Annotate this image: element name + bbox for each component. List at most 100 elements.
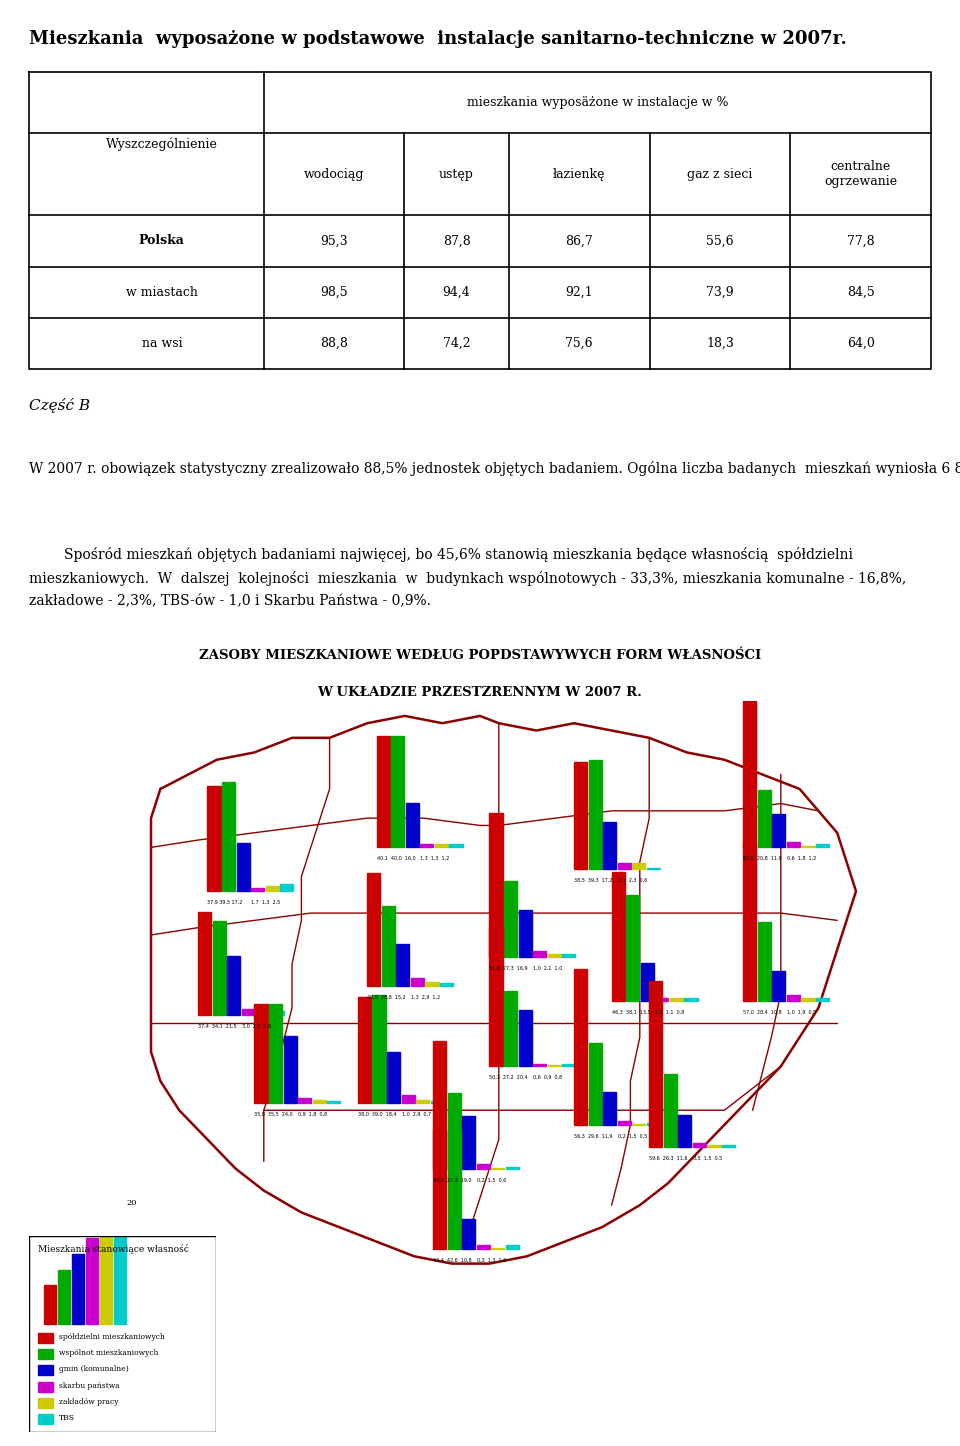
Text: gaz z sieci: gaz z sieci — [687, 168, 753, 181]
Bar — [617, 863, 631, 869]
Text: Mieszkania  wyposażone w podstawowe  instalacje sanitarno-techniczne w 2007r.: Mieszkania wyposażone w podstawowe insta… — [29, 30, 847, 48]
Text: 35,8  35,5  24,0: 35,8 35,5 24,0 — [254, 1112, 293, 1116]
Text: 56,3  29,6  11,9: 56,3 29,6 11,9 — [574, 1134, 612, 1138]
Text: 95,3: 95,3 — [320, 234, 348, 247]
Text: wodociąg: wodociąg — [303, 168, 364, 181]
Text: Wyszczególnienie: Wyszczególnienie — [106, 137, 218, 150]
Bar — [420, 844, 434, 847]
Bar — [376, 736, 390, 847]
Bar — [433, 1128, 446, 1249]
Text: 38,0  39,0  18,4: 38,0 39,0 18,4 — [358, 1112, 396, 1116]
Bar — [462, 1219, 475, 1249]
Bar — [58, 1270, 70, 1325]
Bar — [431, 1100, 444, 1103]
Text: spółdzielni mieszkaniowych: spółdzielni mieszkaniowych — [59, 1333, 164, 1340]
Bar — [802, 846, 815, 847]
Text: Część B: Część B — [29, 398, 90, 414]
Bar — [269, 1005, 282, 1103]
Bar — [254, 1004, 268, 1103]
Bar — [603, 821, 616, 869]
Text: skarbu państwa: skarbu państwa — [59, 1382, 119, 1390]
Text: 57,0  28,4  10,8: 57,0 28,4 10,8 — [743, 1009, 781, 1015]
Bar — [372, 995, 386, 1103]
Bar — [504, 991, 517, 1067]
Text: 50,3  27,2  20,4: 50,3 27,2 20,4 — [490, 1076, 528, 1080]
Bar — [266, 886, 278, 891]
Bar — [38, 1414, 53, 1424]
Text: 98,5: 98,5 — [320, 286, 348, 299]
Text: 0,6  0,9  0,8: 0,6 0,9 0,8 — [533, 1076, 563, 1080]
Bar — [100, 1223, 112, 1325]
Text: 2,1  2,3  0,6: 2,1 2,3 0,6 — [617, 878, 647, 884]
Bar — [447, 1093, 461, 1168]
Bar — [212, 921, 226, 1015]
Bar — [207, 787, 221, 891]
Bar — [547, 1064, 561, 1067]
Text: 64,0: 64,0 — [847, 337, 875, 350]
Bar — [280, 885, 294, 891]
Bar — [603, 1092, 616, 1125]
Bar — [256, 1006, 270, 1015]
Bar — [447, 1131, 461, 1249]
Bar — [228, 956, 240, 1015]
Text: 88,8: 88,8 — [320, 337, 348, 350]
Text: 38,5  39,3  17,2: 38,5 39,3 17,2 — [574, 878, 612, 884]
Text: 1,7  1,3  2,5: 1,7 1,3 2,5 — [252, 899, 280, 905]
Bar — [649, 982, 662, 1147]
Bar — [518, 910, 532, 957]
Text: Spośród mieszkań objętych badaniami najwięcej, bo 45,6% stanowią mieszkania będą: Spośród mieszkań objętych badaniami najw… — [29, 547, 906, 607]
Text: 63,5  20,8  11,9: 63,5 20,8 11,9 — [743, 856, 781, 862]
Bar — [406, 803, 419, 847]
Text: Mieszkania stanowiące własność: Mieszkania stanowiące własność — [38, 1244, 189, 1254]
Bar — [313, 1100, 325, 1103]
Bar — [506, 1245, 519, 1249]
Text: ZASOBY MIESZKANIOWE WEDŁUG POPDSTAWYWYCH FORM WŁASNOŚCI: ZASOBY MIESZKANIOWE WEDŁUG POPDSTAWYWYCH… — [199, 649, 761, 662]
Text: 75,6: 75,6 — [565, 337, 593, 350]
Text: 51,8  27,3  16,9: 51,8 27,3 16,9 — [490, 966, 528, 970]
Bar — [533, 1064, 546, 1067]
Bar — [382, 907, 395, 986]
Bar — [743, 671, 756, 847]
Text: 0,9  1,8  0,8: 0,9 1,8 0,8 — [299, 1112, 327, 1116]
Bar — [588, 761, 602, 869]
Bar — [490, 813, 502, 957]
Bar — [504, 881, 517, 957]
Bar — [656, 998, 668, 1001]
Bar — [617, 1121, 631, 1125]
Bar — [387, 1051, 400, 1103]
Bar — [684, 999, 698, 1001]
Text: 94,4: 94,4 — [443, 286, 470, 299]
Text: 1,3  2,9  1,2: 1,3 2,9 1,2 — [411, 995, 440, 999]
Bar — [236, 843, 250, 891]
Bar — [440, 983, 453, 986]
Bar — [271, 1011, 284, 1015]
Bar — [816, 844, 829, 847]
Bar — [222, 781, 235, 891]
Bar — [757, 923, 771, 1001]
Bar — [252, 888, 264, 891]
Text: TBS: TBS — [59, 1414, 75, 1423]
Text: 84,5: 84,5 — [847, 286, 875, 299]
Bar — [626, 895, 639, 1001]
Bar — [693, 1142, 706, 1147]
Bar — [612, 872, 625, 1001]
Text: 92,1: 92,1 — [565, 286, 593, 299]
Text: Polska: Polska — [139, 234, 184, 247]
Bar — [38, 1382, 53, 1391]
Text: 87,8: 87,8 — [443, 234, 470, 247]
Bar — [757, 790, 771, 847]
Text: ustęp: ustęp — [439, 168, 474, 181]
Bar — [242, 1009, 254, 1015]
Bar — [563, 1064, 575, 1067]
Bar — [477, 1245, 490, 1249]
Bar — [38, 1398, 53, 1408]
Bar — [663, 1074, 677, 1147]
Text: 46,0  27,3  19,0: 46,0 27,3 19,0 — [433, 1177, 471, 1183]
Text: 0,2  1,5  0,5: 0,2 1,5 0,5 — [617, 1134, 647, 1138]
Bar — [396, 944, 410, 986]
Text: 18,3: 18,3 — [706, 337, 733, 350]
Text: 0,2  1,5  0,6: 0,2 1,5 0,6 — [477, 1177, 506, 1183]
Bar — [787, 995, 800, 1001]
Bar — [44, 1285, 56, 1325]
Text: centralne
ogrzewanie: centralne ogrzewanie — [825, 161, 898, 188]
